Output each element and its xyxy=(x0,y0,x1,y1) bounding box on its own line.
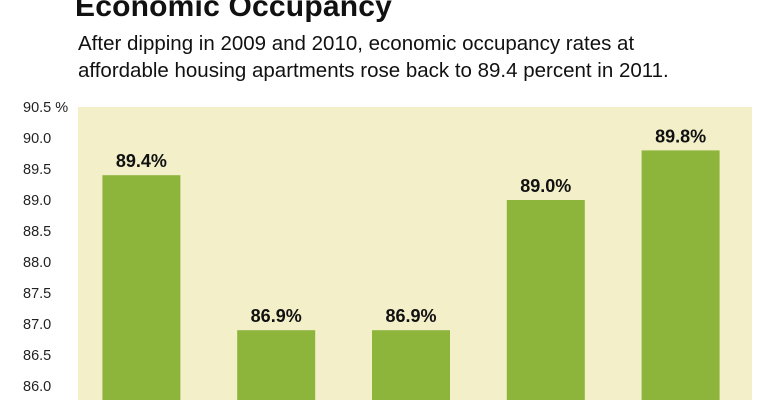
y-axis-ticks: 86.0 86.5 87.0 87.5 88.0 88.5 89.0 89.5 90.0 90.5… xyxy=(23,100,68,395)
bar-value-label: 89.0% xyxy=(520,176,571,196)
bar xyxy=(102,175,181,400)
y-tick-label: 90.5 % xyxy=(23,100,68,116)
bar xyxy=(641,150,720,400)
bar-series xyxy=(102,150,720,400)
y-tick-label: 86.0 xyxy=(23,379,51,395)
bar-value-label: 89.4% xyxy=(116,151,167,171)
bar-value-label: 89.8% xyxy=(655,126,706,146)
bar xyxy=(506,200,585,400)
y-tick-label: 90.0 xyxy=(23,131,51,147)
y-tick-label: 86.5 xyxy=(23,348,51,364)
y-tick-label: 87.5 xyxy=(23,286,51,302)
subtitle-line-1: After dipping in 2009 and 2010, economic… xyxy=(78,32,635,55)
data-labels: 89.4% 86.9% 86.9% 89.0% 89.8% xyxy=(116,126,706,326)
y-tick-label: 88.0 xyxy=(23,255,51,271)
bar-value-label: 86.9% xyxy=(385,306,436,326)
y-tick-label: 89.0 xyxy=(23,193,51,209)
y-tick-label: 88.5 xyxy=(23,224,51,240)
chart-title: Economic Occupancy xyxy=(75,0,393,23)
y-tick-label: 87.0 xyxy=(23,317,51,333)
bar xyxy=(372,330,450,400)
subtitle-line-2: affordable housing apartments rose back … xyxy=(78,59,669,82)
bar xyxy=(237,330,316,400)
bar-value-label: 86.9% xyxy=(251,306,302,326)
chart-subtitle: After dipping in 2009 and 2010, economic… xyxy=(78,30,669,84)
y-tick-label: 89.5 xyxy=(23,162,51,178)
